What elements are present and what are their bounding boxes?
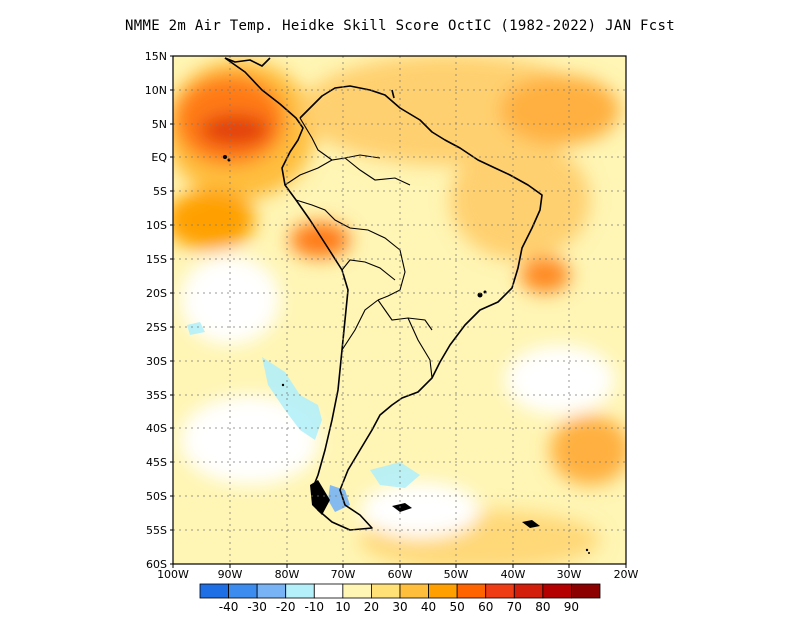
lon-label: 20W bbox=[614, 568, 639, 581]
colorbar-label: -40 bbox=[219, 600, 239, 614]
lat-label: 40S bbox=[146, 422, 167, 435]
colorbar-swatch bbox=[571, 583, 601, 599]
map-title: NMME 2m Air Temp. Heidke Skill Score Oct… bbox=[125, 18, 675, 34]
colorbar-swatch bbox=[285, 583, 315, 599]
lon-label: 70W bbox=[331, 568, 356, 581]
lat-label: 10N bbox=[145, 84, 167, 97]
colorbar-label: -10 bbox=[304, 600, 324, 614]
lat-label: 15S bbox=[146, 253, 167, 266]
colorbar-swatch bbox=[313, 583, 344, 599]
lat-label: 5N bbox=[152, 118, 167, 131]
colorbar-label: 20 bbox=[364, 600, 379, 614]
lat-label: 15N bbox=[145, 50, 167, 63]
lon-label: 30W bbox=[557, 568, 582, 581]
colorbar-swatch bbox=[485, 583, 515, 599]
colorbar-label: 60 bbox=[478, 600, 493, 614]
colorbar-label: 50 bbox=[450, 600, 465, 614]
coastline-outline bbox=[224, 57, 543, 531]
colorbar: -40 -30 -20 -10 10 20 30 40 50 60 70 80 90 bbox=[199, 583, 601, 614]
colorbar-label: 40 bbox=[421, 600, 436, 614]
colorbar-swatch bbox=[456, 583, 487, 599]
lat-label: 55S bbox=[146, 524, 167, 537]
colorbar-swatch bbox=[199, 583, 229, 599]
colorbar-label: 10 bbox=[335, 600, 350, 614]
lat-label: 25S bbox=[146, 321, 167, 334]
colorbar-label: -20 bbox=[276, 600, 296, 614]
lat-label: 45S bbox=[146, 456, 167, 469]
lat-label: 30S bbox=[146, 355, 167, 368]
colorbar-label: 30 bbox=[392, 600, 407, 614]
lat-label: 10S bbox=[146, 219, 167, 232]
colorbar-swatch bbox=[513, 583, 544, 599]
colorbar-label: -30 bbox=[247, 600, 267, 614]
longitude-axis: 100W 90W 80W 70W 60W 50W 40W 30W 20W bbox=[157, 564, 639, 581]
lon-label: 60W bbox=[388, 568, 413, 581]
colorbar-swatch bbox=[228, 583, 258, 599]
lon-label: 40W bbox=[501, 568, 526, 581]
lat-label: 5S bbox=[153, 185, 167, 198]
lon-label: 80W bbox=[275, 568, 300, 581]
colorbar-swatch bbox=[428, 583, 458, 599]
colorbar-label: 80 bbox=[535, 600, 550, 614]
lon-label: 50W bbox=[444, 568, 469, 581]
lat-label: 50S bbox=[146, 490, 167, 503]
country-borders bbox=[284, 117, 433, 379]
grid-lines bbox=[173, 56, 626, 564]
lon-label: 90W bbox=[218, 568, 243, 581]
colorbar-swatch bbox=[542, 583, 572, 599]
colorbar-label: 90 bbox=[564, 600, 579, 614]
latitude-axis: 15N 10N 5N EQ 5S 10S 15S 20S 25S 30S 35S… bbox=[145, 50, 173, 571]
lat-label: 60S bbox=[146, 558, 167, 571]
lat-label: EQ bbox=[151, 151, 167, 164]
colorbar-label: 70 bbox=[507, 600, 522, 614]
colorbar-swatch bbox=[342, 583, 372, 599]
lat-label: 35S bbox=[146, 389, 167, 402]
skill-shading bbox=[173, 56, 626, 564]
lon-label: 100W bbox=[157, 568, 189, 581]
colorbar-swatch bbox=[256, 583, 287, 599]
colorbar-swatch bbox=[399, 583, 429, 599]
lat-label: 20S bbox=[146, 287, 167, 300]
islands bbox=[223, 155, 590, 554]
colorbar-swatch bbox=[371, 583, 401, 599]
